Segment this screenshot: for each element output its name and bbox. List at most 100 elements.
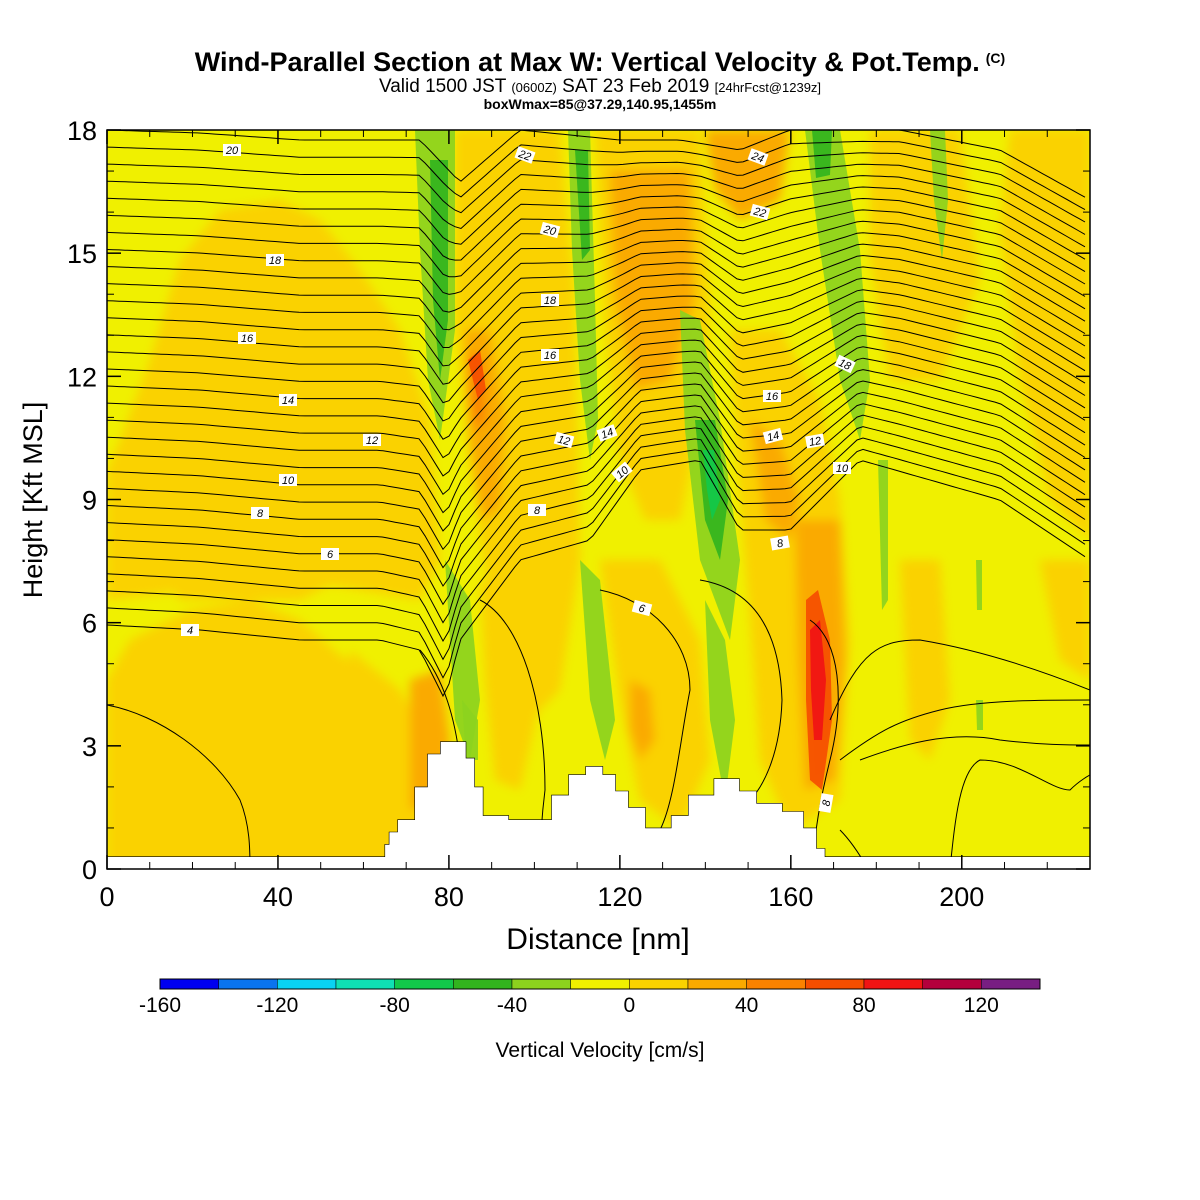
- colorbar-tick-label: 80: [852, 994, 875, 1017]
- contour-label-box: [834, 354, 856, 374]
- contour-label-25: 6: [631, 599, 653, 617]
- contour-label-box: [553, 431, 575, 449]
- contour-label-text: 14: [282, 395, 294, 407]
- contour-label-3: 22: [749, 203, 771, 220]
- theta-contour-low-4: [699, 579, 783, 801]
- contour-label-box: [596, 424, 618, 442]
- theta-contour-5: [107, 403, 1086, 606]
- contour-label-text: 14: [600, 426, 616, 441]
- theta-contour-7: [107, 380, 1086, 569]
- theta-contour-12: [107, 323, 1086, 477]
- theta-contour-6: [107, 391, 1086, 587]
- contour-label-text: 4: [187, 625, 193, 637]
- contour-label-16: 12: [553, 431, 575, 449]
- velocity-region-1: [107, 200, 440, 600]
- contour-label-box: [805, 433, 825, 449]
- colorbar-bin-4: [394, 978, 454, 990]
- contour-label-text: 10: [282, 475, 295, 487]
- theta-contour-19: [107, 243, 1086, 348]
- theta-contour-21: [107, 220, 1086, 313]
- contour-label-21: 8: [251, 507, 269, 520]
- theta-contour-low-0: [107, 704, 251, 869]
- colorbar-bin-13: [922, 978, 982, 990]
- contour-label-text: 16: [544, 350, 557, 362]
- contour-label-27: 8: [818, 793, 834, 813]
- y-tick-label: 0: [82, 855, 97, 885]
- contour-label-text: 22: [516, 148, 533, 164]
- colorbar-bin-8: [629, 978, 689, 990]
- velocity-region-18: [1000, 130, 1090, 540]
- theta-contour-23: [107, 197, 1086, 278]
- colorbar-frame: [159, 978, 1041, 990]
- chart-subtitle: Valid 1500 JST (0600Z) SAT 23 Feb 2019 […: [378, 76, 822, 97]
- contour-label-11: 16: [763, 390, 781, 403]
- theta-contour-4: [107, 414, 1086, 624]
- velocity-core-13: [705, 600, 735, 800]
- contour-label-text: 10: [836, 463, 849, 475]
- x-tick-label: 120: [597, 882, 642, 912]
- contour-label-text: 8: [534, 505, 541, 517]
- colorbar-bin-0: [159, 978, 219, 990]
- velocity-core-19: [976, 700, 983, 730]
- x-tick-label: 80: [434, 882, 464, 912]
- contour-label-box: [321, 548, 339, 560]
- contour-label-box: [818, 793, 834, 813]
- theta-contour-14: [107, 300, 1086, 440]
- contour-label-text: 8: [776, 537, 785, 550]
- contour-label-box: [363, 434, 381, 446]
- colorbar-bin-7: [570, 978, 630, 990]
- theta-contour-26: [107, 163, 1086, 235]
- axes: 0 40 80 120 160 200 0 3 6 9 12 15 18: [67, 116, 1090, 912]
- velocity-region-3: [350, 650, 430, 869]
- theta-contour-13: [107, 311, 1086, 459]
- y-tick-label: 15: [67, 239, 97, 269]
- colorbar-bin-6: [511, 978, 571, 990]
- theta-contour-low-6: [829, 639, 1090, 721]
- contour-label-box: [528, 504, 546, 516]
- contour-label-17: 12: [805, 433, 825, 449]
- theta-contour-low-8: [859, 736, 1090, 761]
- contour-label-box: [266, 254, 284, 266]
- velocity-region-12: [600, 560, 710, 830]
- velocity-region-20: [1040, 560, 1090, 680]
- contour-label-4: 20: [539, 221, 561, 239]
- contour-label-text: 6: [637, 602, 647, 615]
- contour-label-text: 18: [544, 295, 557, 307]
- contour-label-text: 12: [556, 434, 571, 449]
- velocity-core-17: [878, 460, 888, 610]
- contour-label-text: 24: [749, 150, 766, 166]
- colorbar-bin-9: [687, 978, 747, 990]
- contour-label-text: 16: [766, 391, 779, 403]
- velocity-blobs: [107, 130, 1090, 869]
- colorbar-tick-label: -120: [256, 994, 298, 1017]
- contour-label-6: 18: [266, 254, 284, 267]
- x-tick-label: 0: [99, 882, 114, 912]
- contour-label-box: [279, 394, 297, 406]
- velocity-region-10: [610, 170, 695, 390]
- velocity-region-19: [900, 560, 950, 760]
- contour-labels: 2022242220201818181616161414141212121010…: [181, 144, 856, 813]
- contour-label-box: [762, 427, 784, 445]
- contour-label-box: [238, 332, 256, 344]
- y-tick-label: 9: [82, 486, 97, 516]
- colorbar-bin-14: [981, 978, 1041, 990]
- y-tick-label: 3: [82, 732, 97, 762]
- colorbar-bin-1: [218, 978, 278, 990]
- contour-label-26: 4: [181, 624, 199, 637]
- contour-label-2: 24: [747, 148, 769, 166]
- contour-label-5: 20: [223, 144, 241, 157]
- velocity-core-18: [976, 560, 982, 610]
- contour-label-box: [541, 349, 559, 361]
- colorbar-bin-10: [746, 978, 806, 990]
- colorbar-bin-12: [863, 978, 923, 990]
- contour-label-box: [223, 144, 241, 156]
- contour-label-12: 14: [279, 394, 297, 407]
- colorbar-bin-11: [805, 978, 865, 990]
- theta-contour-29: [107, 130, 1086, 198]
- contour-label-box: [279, 474, 297, 486]
- theta-contour-24: [107, 186, 1086, 261]
- contour-label-box: [539, 221, 561, 239]
- contour-label-20: 10: [833, 462, 851, 475]
- colorbar-tick-label: -80: [379, 994, 409, 1017]
